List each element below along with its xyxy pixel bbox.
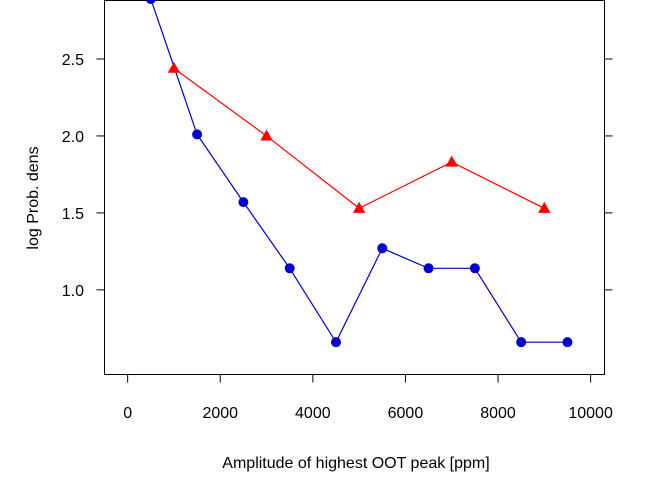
y-tick-label: 1.0 bbox=[62, 283, 84, 300]
axis-ticks: 0 2000 4000 6000 8000 10000 1.0 1.5 2.0 2.5 bbox=[62, 52, 613, 422]
data-point bbox=[192, 129, 203, 140]
data-point bbox=[423, 263, 434, 274]
x-axis-label: Amplitude of highest OOT peak [ppm] bbox=[222, 455, 489, 472]
x-tick-label: 4000 bbox=[295, 405, 331, 422]
data-point bbox=[538, 201, 551, 213]
series-line bbox=[173, 67, 545, 209]
y-tick-label: 2.5 bbox=[62, 52, 84, 69]
x-tick-label: 6000 bbox=[388, 405, 424, 422]
data-point bbox=[516, 337, 527, 348]
data-point bbox=[445, 155, 458, 167]
x-tick-label: 0 bbox=[123, 405, 132, 422]
series-1 bbox=[145, 0, 573, 348]
y-tick-label: 2.0 bbox=[62, 129, 84, 146]
y-axis-label: log Prob. dens bbox=[25, 146, 42, 249]
data-point bbox=[377, 243, 388, 254]
data-point bbox=[238, 197, 249, 208]
y-tick-label: 1.5 bbox=[62, 206, 84, 223]
data-point bbox=[260, 129, 273, 141]
x-tick-label: 10000 bbox=[568, 405, 613, 422]
data-point bbox=[469, 263, 480, 274]
data-point bbox=[284, 263, 295, 274]
data-point bbox=[145, 0, 156, 4]
x-tick-label: 8000 bbox=[480, 405, 516, 422]
series-2 bbox=[167, 61, 551, 213]
series-line bbox=[150, 0, 568, 344]
data-point bbox=[330, 337, 341, 348]
x-tick-label: 2000 bbox=[202, 405, 238, 422]
data-point bbox=[562, 337, 573, 348]
plot-frame bbox=[104, 0, 605, 375]
data-point bbox=[167, 61, 181, 73]
series-layer bbox=[145, 0, 573, 348]
data-point bbox=[352, 201, 366, 213]
